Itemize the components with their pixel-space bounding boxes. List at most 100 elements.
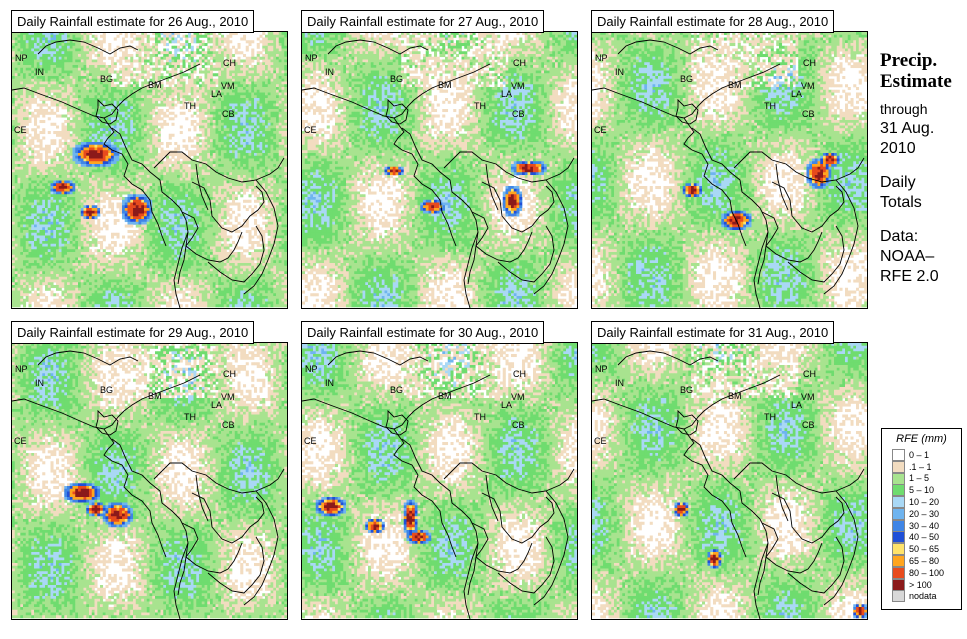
country-label: LA [501, 89, 512, 99]
border-line [775, 474, 789, 522]
country-label: BM [728, 80, 742, 90]
rainfall-map-panel: Daily Rainfall estimate for 28 Aug., 201… [591, 10, 868, 309]
border-line [683, 428, 747, 558]
legend-item: > 100 [882, 578, 961, 591]
rainfall-map: NP IN BG BM CH VM LA TH CB CE [11, 31, 288, 309]
rainfall-map-panel: Daily Rainfall estimate for 26 Aug., 201… [11, 10, 288, 309]
rainfall-map-panel: Daily Rainfall estimate for 29 Aug., 201… [11, 321, 288, 620]
border-line [327, 350, 429, 366]
border-line [401, 127, 479, 285]
rainfall-map: NP IN BG BM CH VM LA TH CB CE [591, 342, 868, 620]
through-label: through [880, 99, 965, 119]
legend-label: 50 – 65 [909, 544, 939, 554]
panel-title: Daily Rainfall estimate for 27 Aug., 201… [301, 10, 545, 33]
border-line [181, 522, 243, 574]
border-line [181, 211, 243, 263]
border-line [243, 179, 279, 295]
legend-swatch [892, 531, 905, 544]
border-line [153, 462, 285, 494]
country-label: BG [100, 385, 113, 395]
border-line [691, 438, 769, 596]
country-label: CB [222, 420, 235, 430]
country-label: CE [594, 125, 607, 135]
country-label: IN [35, 67, 44, 77]
border-line [12, 374, 201, 430]
border-line [497, 536, 555, 594]
country-label: CE [304, 436, 317, 446]
country-label: NP [595, 53, 608, 63]
border-line [12, 63, 201, 119]
border-line [385, 98, 409, 125]
country-label: CE [14, 436, 27, 446]
country-label: VM [801, 392, 815, 402]
legend-label: > 100 [909, 580, 932, 590]
country-label: CB [222, 109, 235, 119]
border-line [771, 492, 845, 544]
country-label: NP [305, 364, 318, 374]
country-borders [592, 350, 865, 619]
country-label: TH [184, 412, 196, 422]
country-label: BM [438, 391, 452, 401]
border-line [592, 63, 781, 119]
rainfall-map: NP IN BG BM CH VM LA TH CB CE [591, 31, 868, 309]
border-line [111, 127, 189, 285]
legend-item: 5 – 10 [882, 484, 961, 497]
border-line [153, 151, 285, 183]
border-line [443, 462, 575, 494]
legend-label: 10 – 20 [909, 497, 939, 507]
country-label: BG [100, 74, 113, 84]
country-label: BG [390, 385, 403, 395]
legend-swatch [892, 448, 905, 461]
border-line [463, 231, 479, 308]
country-label: IN [35, 378, 44, 388]
border-line [103, 428, 167, 558]
data-product: RFE 2.0 [880, 267, 965, 287]
country-label: CE [304, 125, 317, 135]
legend-swatch [892, 472, 905, 485]
country-label: NP [15, 364, 28, 374]
country-label: VM [801, 81, 815, 91]
legend-swatch [892, 555, 905, 568]
country-label: LA [791, 89, 802, 99]
country-label: NP [305, 53, 318, 63]
border-line [787, 225, 845, 283]
rainfall-map-panel: Daily Rainfall estimate for 31 Aug., 201… [591, 321, 868, 620]
data-label: Data: [880, 227, 965, 247]
rainfall-map: NP IN BG BM CH VM LA TH CB CE [11, 342, 288, 620]
legend-swatch [892, 496, 905, 509]
border-line [327, 39, 429, 55]
border-line [533, 490, 569, 606]
border-line [533, 179, 569, 295]
legend-item: .1 – 1 [882, 460, 961, 473]
country-label: CH [803, 369, 816, 379]
country-label: BG [680, 385, 693, 395]
legend-swatch [892, 460, 905, 473]
country-label: BM [148, 391, 162, 401]
border-line [393, 428, 457, 558]
border-line [485, 163, 499, 211]
country-label: IN [615, 378, 624, 388]
border-line [191, 492, 265, 544]
country-label: BG [680, 74, 693, 84]
country-label: LA [211, 400, 222, 410]
legend-label: 80 – 100 [909, 568, 944, 578]
border-line [753, 542, 769, 619]
legend-label: 40 – 50 [909, 532, 939, 542]
border-line [95, 409, 119, 436]
country-label: LA [791, 400, 802, 410]
border-line [485, 474, 499, 522]
legend-item: 40 – 50 [882, 531, 961, 544]
country-label: CH [223, 58, 236, 68]
border-line [497, 225, 555, 283]
country-label: CH [223, 369, 236, 379]
border-line [443, 151, 575, 183]
country-label: CB [512, 420, 525, 430]
country-borders [302, 39, 575, 308]
legend-item: 1 – 5 [882, 472, 961, 485]
country-borders [592, 39, 865, 308]
legend-label: nodata [909, 591, 937, 601]
legend-item: 0 – 1 [882, 448, 961, 461]
